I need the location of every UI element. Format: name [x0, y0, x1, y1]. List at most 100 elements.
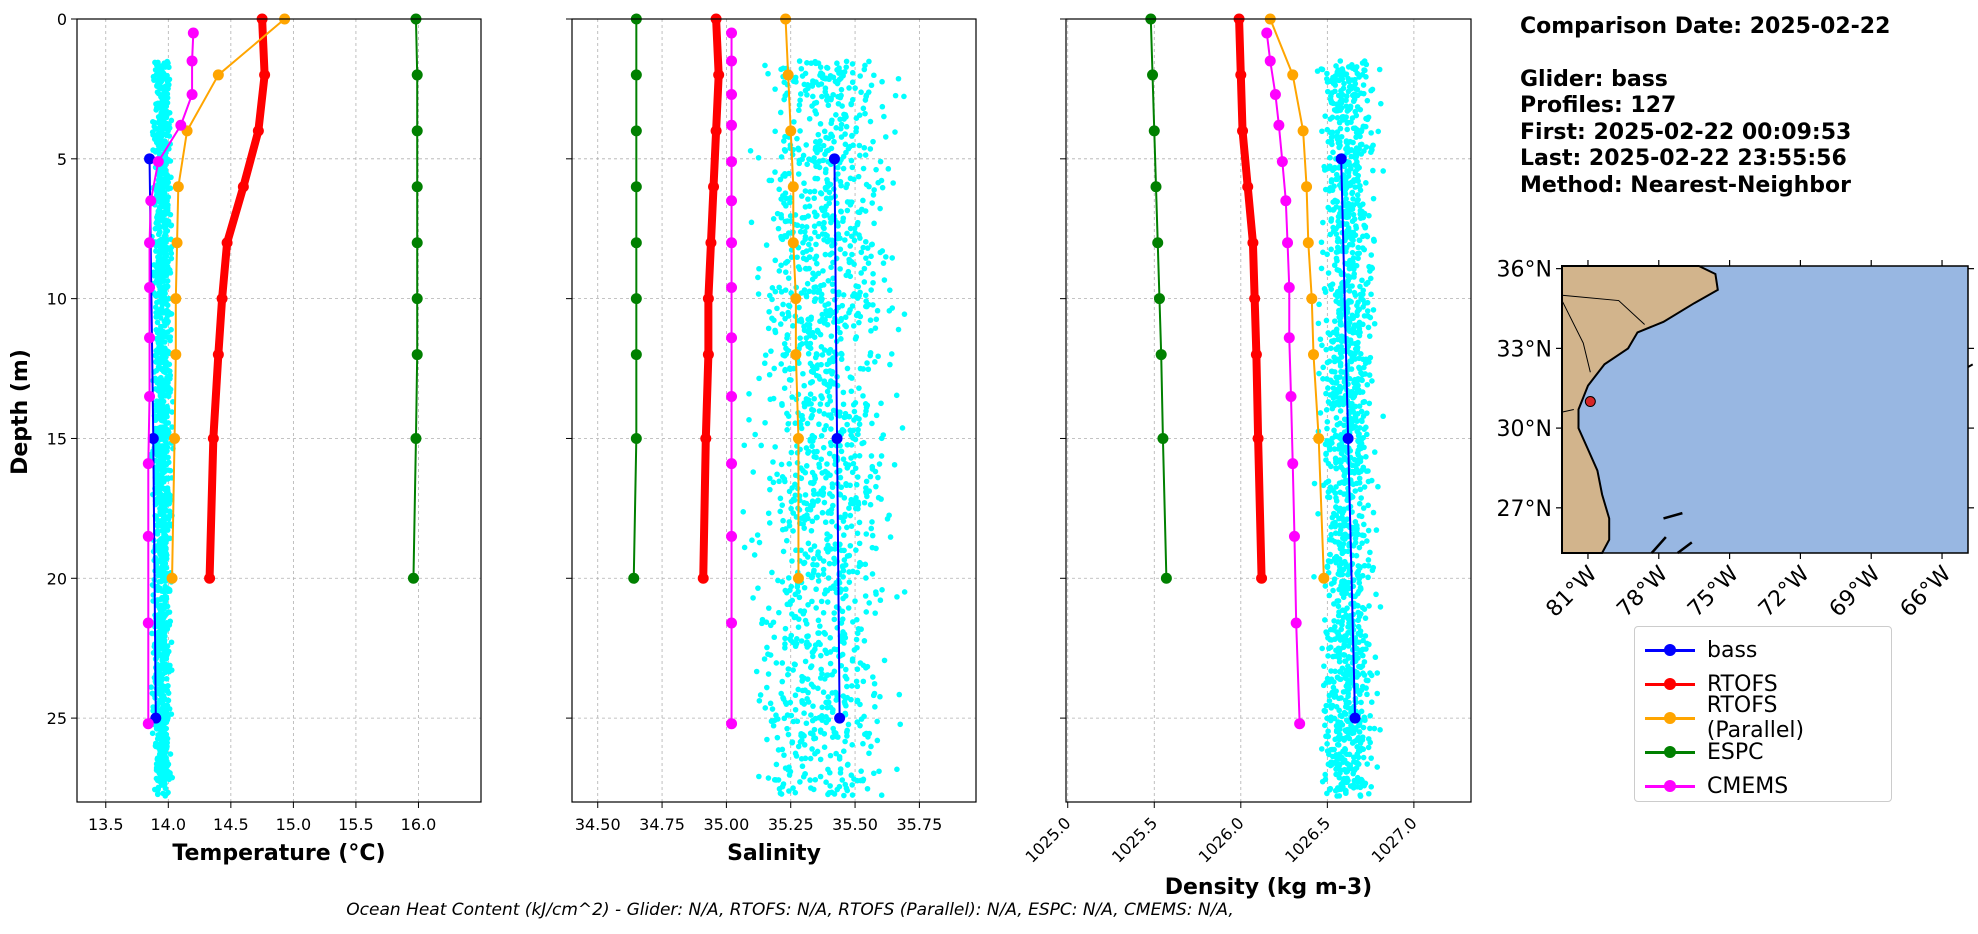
glider-scatter-point [154, 67, 161, 74]
glider-scatter-point [776, 284, 782, 291]
glider-scatter-point [830, 259, 836, 266]
x-tick-label: 35.00 [703, 815, 749, 834]
glider-scatter-point [1361, 484, 1368, 490]
glider-scatter-point [1344, 161, 1350, 168]
glider-scatter-point [1337, 290, 1343, 297]
glider-scatter-point [869, 519, 875, 525]
glider-scatter-point [861, 638, 868, 644]
glider-scatter-point [1356, 355, 1362, 362]
glider-scatter-point [1355, 655, 1361, 661]
glider-scatter-point [901, 311, 908, 317]
glider-scatter-point [815, 685, 821, 692]
glider-scatter-point [778, 289, 785, 295]
glider-scatter-point [804, 676, 811, 682]
glider-scatter-point [165, 714, 171, 721]
glider-scatter-point [1352, 125, 1359, 131]
glider-scatter-point [1331, 520, 1338, 526]
glider-scatter-point [1364, 299, 1371, 306]
glider-scatter-point [163, 507, 170, 514]
glider-scatter-point [862, 292, 869, 299]
series-point [790, 293, 802, 305]
glider-scatter-point [835, 318, 842, 325]
series-point [186, 55, 198, 67]
glider-scatter-point [1323, 702, 1330, 709]
series-point [726, 281, 738, 293]
glider-scatter-point [1334, 422, 1341, 428]
glider-scatter-point [781, 200, 787, 206]
glider-scatter-point [803, 293, 810, 300]
glider-scatter-point [1331, 318, 1338, 324]
glider-scatter-point [1323, 479, 1330, 486]
series-point [410, 432, 422, 444]
glider-scatter-point [1337, 321, 1344, 328]
glider-scatter-point [844, 787, 851, 794]
glider-scatter-point [741, 442, 748, 449]
glider-scatter-point [1336, 774, 1343, 781]
glider-scatter-point [772, 169, 778, 175]
glider-scatter-point [799, 687, 806, 694]
legend-label: ESPC [1707, 739, 1764, 765]
glider-scatter-point [161, 168, 168, 174]
glider-scatter-point [1337, 125, 1344, 132]
glider-scatter-point [1357, 458, 1364, 465]
glider-scatter-point [1356, 588, 1362, 595]
glider-scatter-point [827, 398, 834, 404]
glider-scatter-point [804, 420, 811, 427]
glider-scatter-point [1346, 288, 1353, 294]
glider-scatter-point [1325, 733, 1332, 740]
glider-scatter-point [1338, 626, 1345, 633]
glider-scatter-point [160, 692, 167, 699]
series-point [212, 349, 224, 361]
legend-label: CMEMS [1707, 773, 1789, 799]
series-point [630, 349, 642, 361]
glider-scatter-point [870, 279, 876, 286]
glider-scatter-point [782, 641, 788, 647]
glider-scatter-point [1362, 223, 1369, 230]
glider-scatter-point [861, 499, 868, 506]
glider-scatter-point [847, 225, 854, 232]
glider-scatter-point [839, 608, 846, 615]
glider-scatter-point [787, 636, 793, 642]
glider-scatter-point [874, 307, 881, 314]
glider-scatter-point [768, 348, 774, 354]
glider-scatter-point [1348, 366, 1355, 372]
glider-scatter-point [784, 427, 790, 433]
glider-scatter-point [157, 71, 164, 78]
glider-scatter-point [1370, 307, 1377, 313]
glider-scatter-point [809, 746, 815, 752]
series-point [726, 530, 738, 542]
glider-scatter-point [765, 671, 772, 677]
glider-scatter-point [805, 329, 812, 335]
series-point [142, 530, 154, 542]
glider-scatter-point [1334, 257, 1340, 264]
glider-scatter-point [808, 547, 814, 553]
glider-scatter-point [1330, 400, 1337, 407]
glider-scatter-point [149, 690, 156, 697]
glider-scatter-point [842, 513, 848, 520]
glider-scatter-point [1350, 739, 1357, 745]
glider-scatter-point [1340, 689, 1347, 695]
glider-scatter-point [808, 414, 814, 421]
glider-scatter-point [839, 777, 846, 783]
glider-scatter-point [765, 70, 771, 77]
glider-scatter-point [1352, 415, 1359, 422]
glider-scatter-point [883, 254, 889, 260]
glider-scatter-point [1377, 727, 1383, 733]
glider-scatter-point [774, 471, 780, 478]
island [1967, 363, 1974, 368]
series-point [1247, 237, 1259, 249]
glider-scatter-point [797, 97, 803, 103]
glider-scatter-point [878, 792, 885, 798]
series-point [1282, 237, 1294, 249]
glider-scatter-point [1363, 453, 1369, 460]
glider-scatter-point [1368, 477, 1375, 484]
glider-scatter-point [1360, 233, 1366, 240]
glider-scatter-point [1337, 363, 1344, 369]
glider-scatter-point [842, 414, 849, 420]
glider-scatter-point [818, 282, 824, 289]
glider-scatter-point [167, 185, 174, 192]
glider-scatter-point [762, 352, 769, 358]
x-axis-label: Salinity [727, 841, 821, 866]
glider-scatter-point [782, 170, 788, 177]
ohc-footer: Ocean Heat Content (kJ/cm^2) - Glider: N… [346, 900, 1234, 920]
